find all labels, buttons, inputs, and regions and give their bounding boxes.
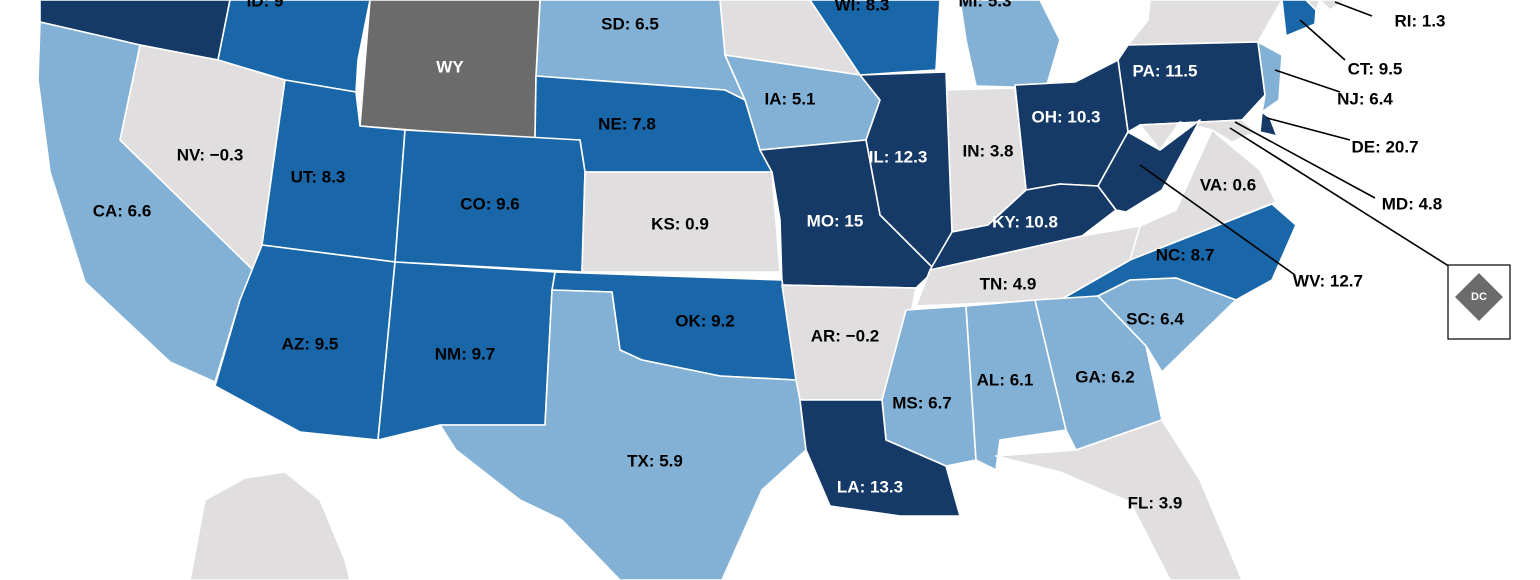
state-shape xyxy=(799,399,961,517)
state-shape xyxy=(1257,41,1283,113)
state-label: GA: 6.2 xyxy=(1075,367,1135,386)
state-label: PA: 11.5 xyxy=(1133,61,1198,80)
state-shape xyxy=(809,0,941,76)
state-label: MO: 15 xyxy=(807,211,864,230)
state-label: DE: 20.7 xyxy=(1351,137,1418,156)
state-label: IL: 12.3 xyxy=(869,147,928,166)
state-label: AR: −0.2 xyxy=(811,326,880,345)
state-label: UT: 8.3 xyxy=(291,167,346,186)
state-label: NC: 8.7 xyxy=(1156,245,1215,264)
state-label: KS: 0.9 xyxy=(651,214,709,233)
leader-lines xyxy=(1139,1,1456,276)
state-shape xyxy=(581,171,781,273)
state-label: WY xyxy=(436,57,464,76)
dc-inset: DC xyxy=(1447,264,1511,340)
state-label: NJ: 6.4 xyxy=(1337,89,1393,108)
leader-line xyxy=(1299,19,1346,61)
state-label: AZ: 9.5 xyxy=(282,334,339,353)
state-label: FL: 3.9 xyxy=(1128,493,1183,512)
state-label: TX: 5.9 xyxy=(627,451,683,470)
state-label: WI: 8.3 xyxy=(835,0,890,14)
state-shape xyxy=(1117,41,1266,133)
state-label: NE: 7.8 xyxy=(598,114,656,133)
state-label: AL: 6.1 xyxy=(977,370,1034,389)
state-shape xyxy=(915,225,1141,307)
state-shapes xyxy=(37,0,1346,580)
state-label: CA: 6.6 xyxy=(93,201,152,220)
dc-shape xyxy=(1452,270,1506,324)
state-label: WV: 12.7 xyxy=(1293,271,1363,290)
state-label: OH: 10.3 xyxy=(1032,107,1101,126)
leader-line xyxy=(1234,121,1376,199)
leader-line xyxy=(1334,1,1373,17)
state-shape xyxy=(439,289,807,580)
leader-line xyxy=(1266,117,1351,141)
state-label: NV: −0.3 xyxy=(177,145,244,164)
state-label: ID: 9 xyxy=(247,0,284,10)
state-label: RI: 1.3 xyxy=(1394,11,1445,30)
leader-line xyxy=(1139,164,1296,276)
state-label: LA: 13.3 xyxy=(837,477,903,496)
state-label: KY: 10.8 xyxy=(992,212,1058,231)
state-label: OK: 9.2 xyxy=(675,311,735,330)
state-label: MS: 6.7 xyxy=(892,393,952,412)
state-shape xyxy=(37,21,256,383)
state-shape-ne-region xyxy=(1319,0,1346,11)
state-labels: ID: 9 WI: 8.3 MI: 5.3 RI: 1.3 SD: 6.5 CT: 9.5… xyxy=(93,0,1446,512)
state-shape xyxy=(959,0,1061,89)
state-label: SC: 6.4 xyxy=(1126,309,1184,328)
state-label: MI: 5.3 xyxy=(959,0,1012,10)
state-label: IA: 5.1 xyxy=(764,89,815,108)
state-label: NM: 9.7 xyxy=(435,344,495,363)
state-label: MD: 4.8 xyxy=(1382,194,1442,213)
state-label: CO: 9.6 xyxy=(460,194,520,213)
state-label: IN: 3.8 xyxy=(962,141,1013,160)
state-label: TN: 4.9 xyxy=(980,274,1037,293)
state-shape xyxy=(1097,119,1201,213)
state-shape-ak xyxy=(189,471,351,580)
state-shape xyxy=(995,419,1243,580)
leader-line xyxy=(1229,127,1456,271)
state-label: VA: 0.6 xyxy=(1200,175,1256,194)
state-shape-ny xyxy=(1127,0,1283,46)
dc-label: DC xyxy=(1471,291,1487,303)
leader-line xyxy=(1274,69,1341,93)
state-shape xyxy=(1139,119,1257,151)
state-label: SD: 6.5 xyxy=(601,14,659,33)
state-label: CT: 9.5 xyxy=(1348,59,1403,78)
state-shape xyxy=(1259,111,1278,137)
